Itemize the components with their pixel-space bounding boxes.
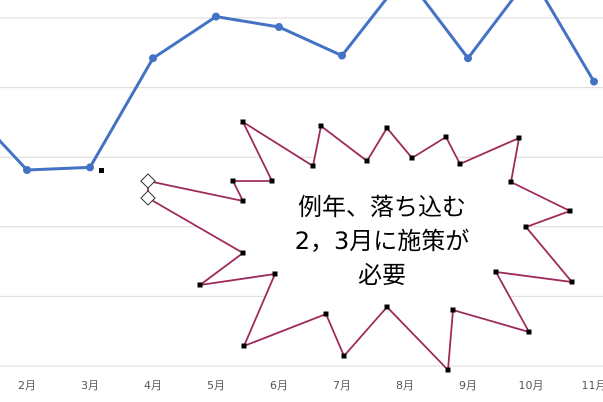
x-tick-label: 9月 bbox=[459, 379, 477, 392]
vertex-handle[interactable] bbox=[269, 178, 275, 184]
callout-text[interactable]: 例年、落ち込む 2，3月に施策が 必要 bbox=[262, 190, 502, 292]
data-point bbox=[212, 12, 220, 21]
data-point bbox=[275, 23, 283, 31]
x-tick-label: 6月 bbox=[270, 379, 288, 392]
callout-tail-handle[interactable] bbox=[140, 173, 156, 189]
x-tick-label: 4月 bbox=[144, 379, 162, 392]
explosion-callout[interactable] bbox=[99, 119, 575, 373]
vertex-handle[interactable] bbox=[197, 282, 203, 288]
x-tick-label: 5月 bbox=[207, 379, 225, 392]
data-point bbox=[338, 51, 346, 60]
vertex-handle[interactable] bbox=[457, 161, 463, 167]
vertex-handle[interactable] bbox=[569, 279, 575, 285]
callout-text-line: 例年、落ち込む bbox=[298, 193, 466, 221]
vertex-handle[interactable] bbox=[384, 125, 390, 131]
vertex-handle[interactable] bbox=[450, 307, 456, 313]
vertex-handle[interactable] bbox=[493, 269, 499, 275]
vertex-handle[interactable] bbox=[99, 168, 104, 173]
vertex-handle[interactable] bbox=[241, 343, 247, 349]
vertex-handle[interactable] bbox=[240, 119, 246, 125]
callout-text-line: 2，3月に施策が bbox=[294, 227, 470, 255]
x-axis-labels: 1月2月3月4月5月6月7月8月9月10月11月 bbox=[18, 379, 603, 392]
vertex-handle[interactable] bbox=[523, 224, 529, 230]
vertex-handle[interactable] bbox=[567, 208, 573, 214]
callout-vertex-handles[interactable] bbox=[99, 119, 575, 373]
vertex-handle[interactable] bbox=[318, 123, 324, 129]
x-tick-label: 11月 bbox=[582, 379, 603, 392]
series-points bbox=[23, 12, 598, 174]
vertex-handle[interactable] bbox=[508, 179, 514, 185]
vertex-handle[interactable] bbox=[341, 353, 347, 359]
vertex-handle[interactable] bbox=[240, 250, 246, 256]
callout-text-line: 必要 bbox=[358, 261, 406, 289]
vertex-handle[interactable] bbox=[384, 304, 390, 310]
vertex-handle[interactable] bbox=[240, 198, 246, 204]
vertex-handle[interactable] bbox=[409, 155, 415, 161]
vertex-handle[interactable] bbox=[445, 367, 451, 373]
vertex-handle[interactable] bbox=[310, 163, 316, 169]
callout-tail-handle[interactable] bbox=[140, 190, 156, 206]
data-point bbox=[464, 54, 472, 63]
data-point bbox=[23, 166, 31, 174]
data-point bbox=[149, 54, 157, 63]
data-point bbox=[590, 77, 598, 86]
vertex-handle[interactable] bbox=[323, 311, 329, 317]
vertex-handle[interactable] bbox=[272, 271, 278, 277]
vertex-handle[interactable] bbox=[230, 178, 236, 184]
x-tick-label: 7月 bbox=[333, 379, 351, 392]
x-tick-label: 10月 bbox=[519, 379, 544, 392]
x-tick-label: 3月 bbox=[81, 379, 99, 392]
data-point bbox=[86, 163, 94, 172]
x-tick-label: 8月 bbox=[396, 379, 414, 392]
vertex-handle[interactable] bbox=[516, 135, 522, 141]
vertex-handle[interactable] bbox=[364, 158, 370, 164]
vertex-handle[interactable] bbox=[526, 329, 532, 335]
x-tick-label: 2月 bbox=[18, 379, 36, 392]
vertex-handle[interactable] bbox=[443, 134, 449, 140]
